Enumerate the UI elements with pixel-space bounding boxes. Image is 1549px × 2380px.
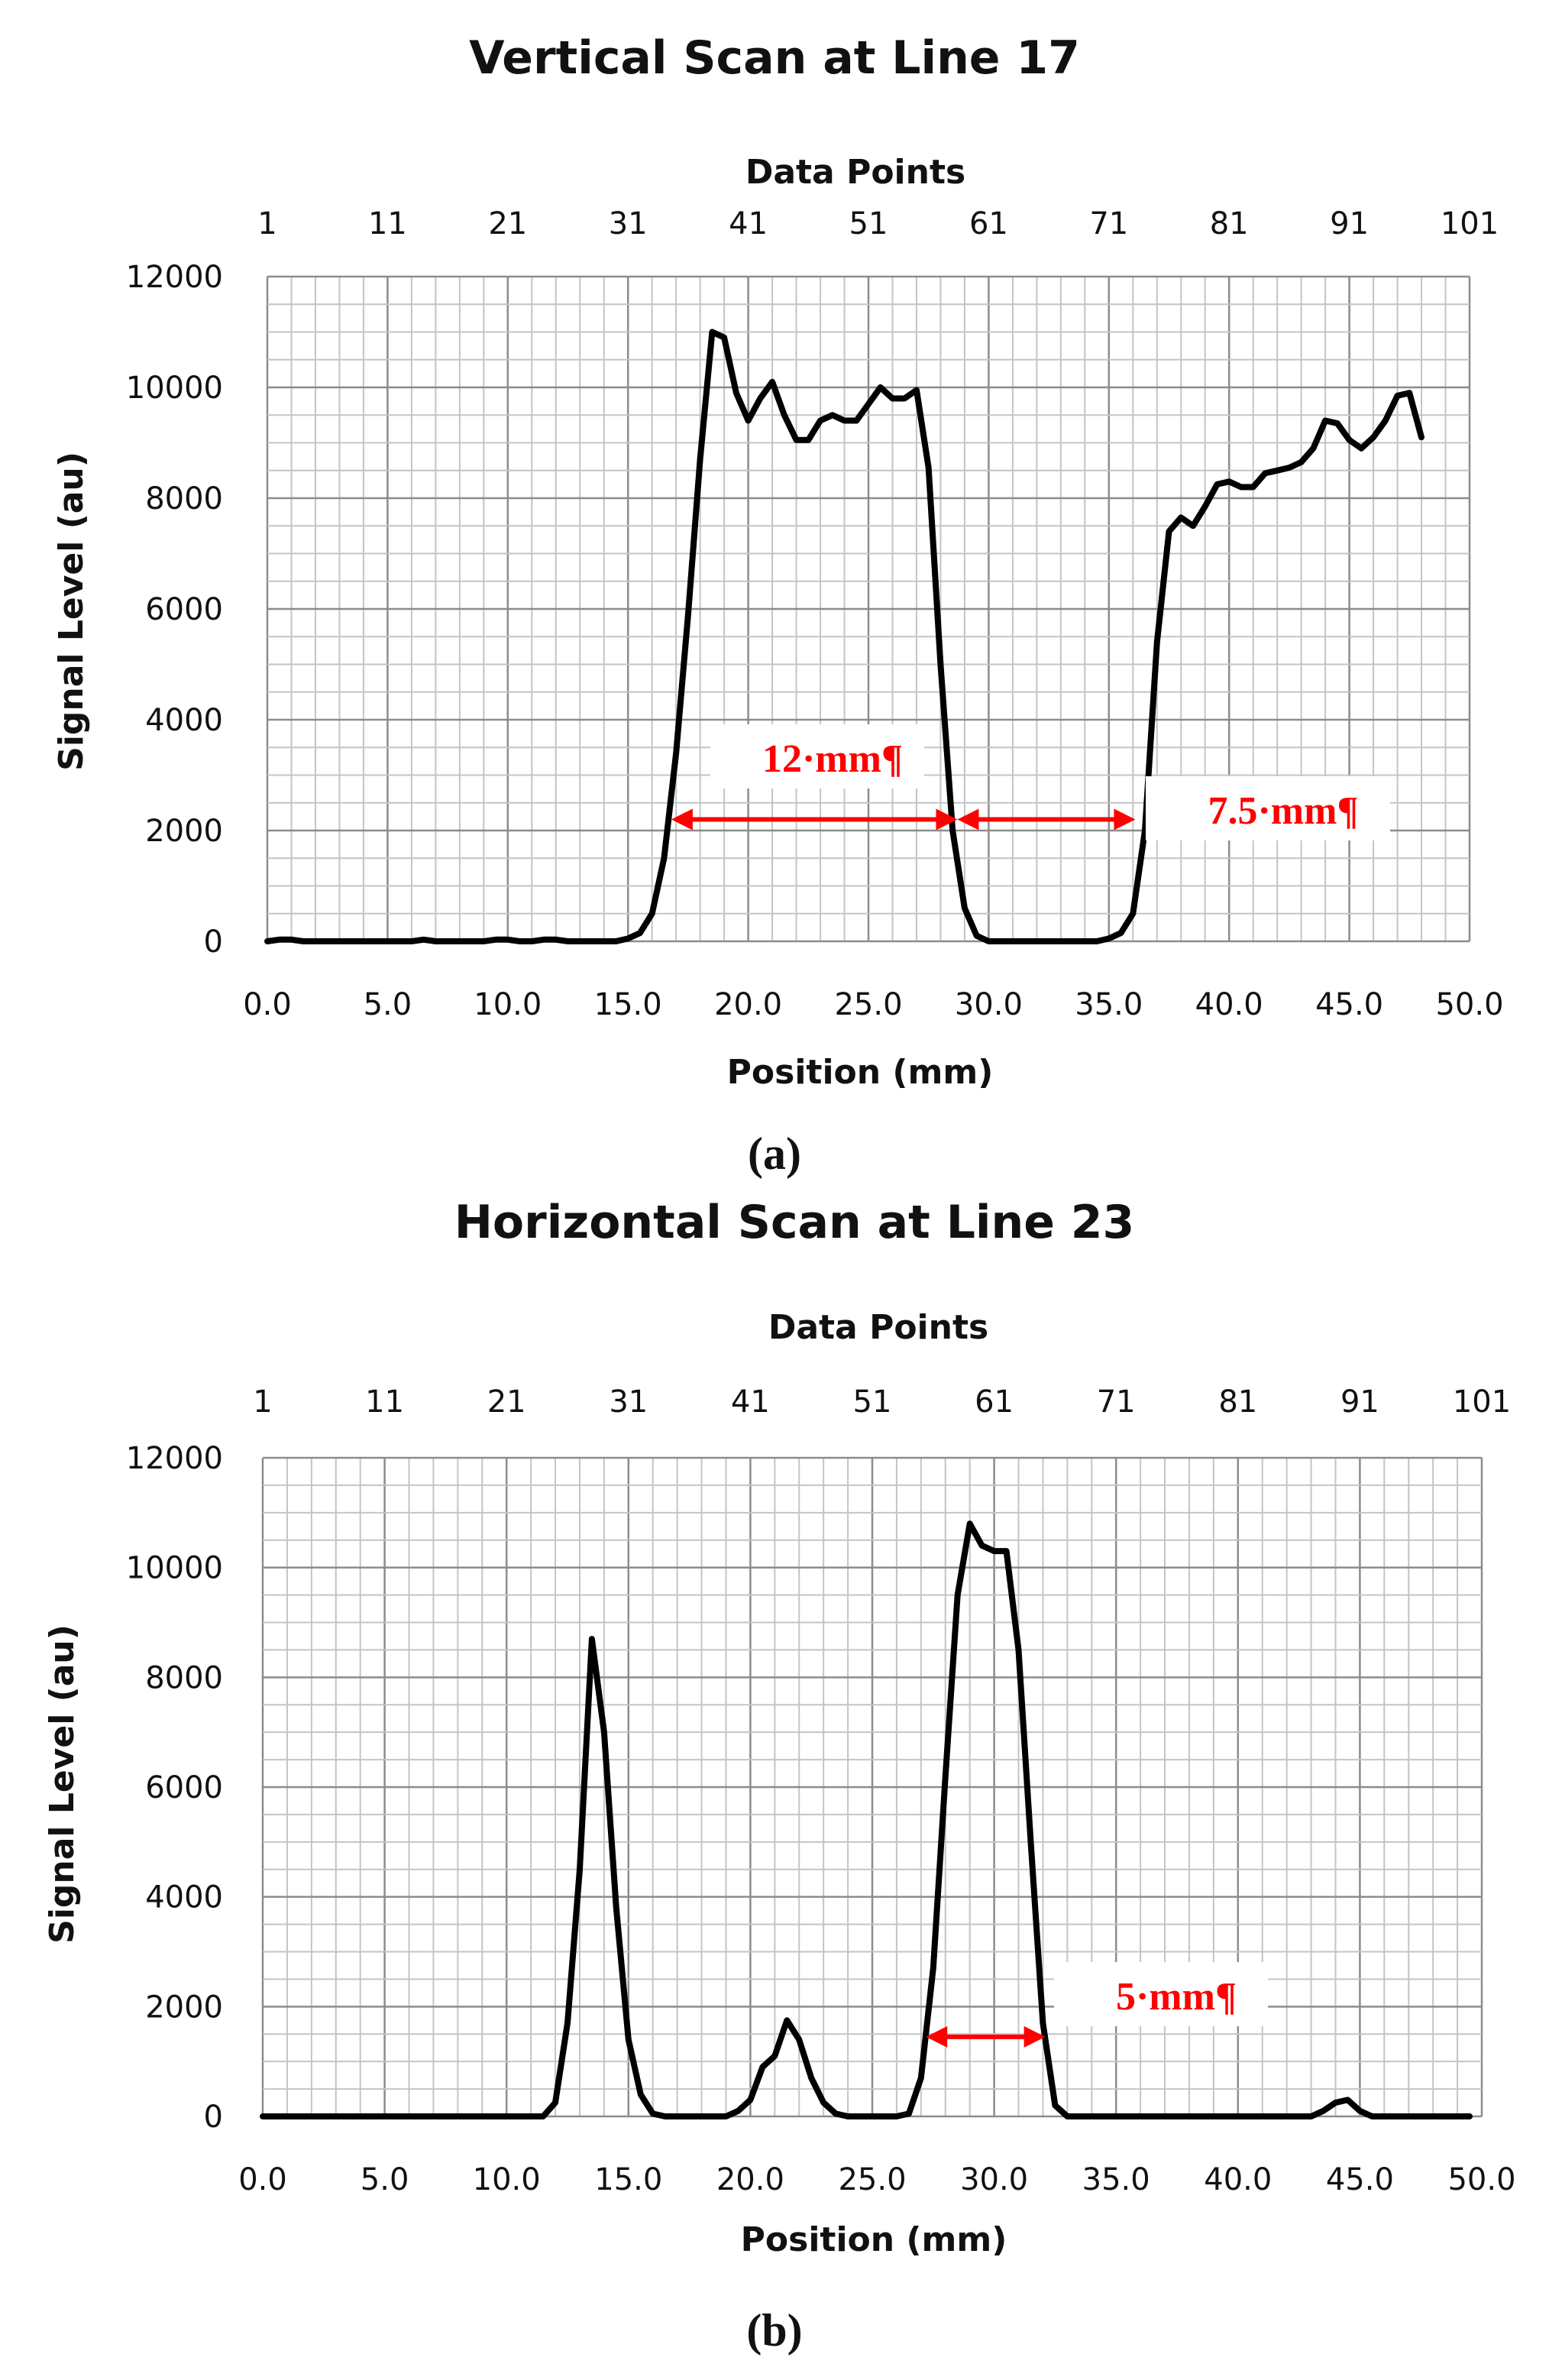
- x2-tick-label: 101: [1441, 206, 1499, 241]
- chart-a-series-line: [264, 329, 1424, 944]
- annotation-arrowhead-right: [1114, 808, 1136, 831]
- chart-b: Horizontal Scan at Line 23 Data Points 1…: [43, 1196, 1516, 2356]
- y-tick-label: 2000: [145, 1990, 223, 2025]
- x2-tick-label: 71: [1097, 1384, 1136, 1420]
- x2-tick-label: 11: [368, 206, 407, 241]
- annotation-label-bg: [1146, 776, 1390, 840]
- chart-b-x2-axis-title: Data Points: [768, 1308, 988, 1347]
- chart-a-x2-ticks: 1 11 21 31 41 51 61 71 81 91 101: [257, 206, 1499, 241]
- chart-a-title: Vertical Scan at Line 17: [469, 31, 1080, 85]
- x-tick-label: 10.0: [474, 987, 542, 1022]
- annotation-arrowhead-left: [671, 808, 693, 831]
- x2-tick-label: 61: [969, 206, 1008, 241]
- x-tick-label: 45.0: [1326, 2162, 1394, 2197]
- x2-tick-label: 11: [365, 1384, 404, 1420]
- x-tick-label: 20.0: [716, 2162, 784, 2197]
- y-tick-label: 4000: [145, 703, 223, 738]
- x2-tick-label: 91: [1340, 1384, 1379, 1420]
- x2-tick-label: 91: [1330, 206, 1369, 241]
- x-tick-label: 20.0: [714, 987, 782, 1022]
- annotation-label-bg: [1054, 1962, 1268, 2026]
- y-tick-label: 4000: [145, 1880, 223, 1915]
- chart-a-y-axis-title: Signal Level (au): [52, 452, 91, 771]
- x2-tick-label: 101: [1453, 1384, 1511, 1420]
- x-tick-label: 40.0: [1204, 2162, 1272, 2197]
- y-tick-label: 6000: [145, 592, 223, 627]
- chart-a-x-ticks: 0.0 5.0 10.0 15.0 20.0 25.0 30.0 35.0 40.0 45.0 50…: [243, 987, 1503, 1022]
- x-tick-label: 35.0: [1075, 987, 1143, 1022]
- x-tick-label: 45.0: [1315, 987, 1383, 1022]
- annotation-label-bg: [710, 724, 924, 788]
- chart-a-y-ticks: 0 2000 4000 6000 8000 10000 12000: [126, 260, 223, 960]
- y-tick-label: 8000: [145, 1660, 223, 1695]
- x2-tick-label: 31: [609, 206, 648, 241]
- y-tick-label: 0: [204, 924, 223, 960]
- chart-a-annotations: 12·mm¶ 7.5·mm¶: [671, 724, 1390, 840]
- chart-b-panel-label: (b): [746, 2305, 802, 2356]
- x2-tick-label: 51: [849, 206, 888, 241]
- y-tick-label: 10000: [126, 1551, 223, 1586]
- chart-a: Vertical Scan at Line 17 Data Points 1 11…: [52, 31, 1504, 1179]
- x2-tick-label: 71: [1089, 206, 1128, 241]
- annotation-arrowhead-right: [936, 808, 958, 831]
- annotation-arrowhead-left: [957, 808, 979, 831]
- x-tick-label: 50.0: [1447, 2162, 1515, 2197]
- x2-tick-label: 31: [609, 1384, 648, 1420]
- x-tick-label: 30.0: [960, 2162, 1028, 2197]
- x-tick-label: 50.0: [1435, 987, 1503, 1022]
- y-tick-label: 10000: [126, 371, 223, 406]
- x-tick-label: 5.0: [364, 987, 412, 1022]
- x2-tick-label: 41: [729, 206, 768, 241]
- y-tick-label: 6000: [145, 1770, 223, 1805]
- chart-b-x-ticks: 0.0 5.0 10.0 15.0 20.0 25.0 30.0 35.0 40.0 45.0 50…: [238, 2162, 1515, 2197]
- x-tick-label: 0.0: [243, 987, 292, 1022]
- x2-tick-label: 51: [853, 1384, 892, 1420]
- x-tick-label: 30.0: [955, 987, 1023, 1022]
- chart-a-x2-axis-title: Data Points: [745, 153, 965, 192]
- chart-b-x-axis-title: Position (mm): [741, 2220, 1007, 2259]
- x-tick-label: 40.0: [1195, 987, 1263, 1022]
- x-tick-label: 15.0: [594, 2162, 662, 2197]
- x-tick-label: 5.0: [361, 2162, 409, 2197]
- y-tick-label: 12000: [126, 260, 223, 295]
- annotation-label: 12·mm¶: [762, 737, 903, 781]
- x2-tick-label: 81: [1210, 206, 1249, 241]
- x-tick-label: 35.0: [1082, 2162, 1150, 2197]
- x-tick-label: 25.0: [834, 987, 902, 1022]
- chart-b-grid: [261, 1456, 1483, 2118]
- y-tick-label: 12000: [126, 1441, 223, 1476]
- x2-tick-label: 61: [975, 1384, 1014, 1420]
- x-tick-label: 0.0: [238, 2162, 287, 2197]
- x-tick-label: 10.0: [473, 2162, 541, 2197]
- y-tick-label: 8000: [145, 481, 223, 516]
- x2-tick-label: 41: [731, 1384, 770, 1420]
- chart-b-title: Horizontal Scan at Line 23: [454, 1196, 1135, 1249]
- x2-tick-label: 21: [487, 1384, 526, 1420]
- chart-a-grid: [266, 275, 1471, 943]
- annotation-label: 5·mm¶: [1116, 1975, 1237, 2019]
- chart-b-x2-ticks: 1 11 21 31 41 51 61 71 81 91 101: [253, 1384, 1511, 1420]
- y-tick-label: 2000: [145, 814, 223, 849]
- annotation-arrowhead-right: [1024, 2025, 1046, 2048]
- x2-tick-label: 81: [1218, 1384, 1257, 1420]
- x2-tick-label: 21: [488, 206, 527, 241]
- chart-a-panel-label: (a): [748, 1128, 801, 1179]
- x-tick-label: 25.0: [838, 2162, 906, 2197]
- y-tick-label: 0: [204, 2100, 223, 2135]
- annotation-arrowhead-left: [926, 2025, 948, 2048]
- chart-b-y-axis-title: Signal Level (au): [43, 1624, 82, 1944]
- x2-tick-label: 1: [257, 206, 276, 241]
- chart-b-annotations: 5·mm¶: [926, 1962, 1268, 2048]
- annotation-label: 7.5·mm¶: [1208, 789, 1358, 833]
- x-tick-label: 15.0: [594, 987, 662, 1022]
- chart-b-series-line: [260, 1520, 1473, 2119]
- chart-a-x-axis-title: Position (mm): [727, 1053, 994, 1092]
- x2-tick-label: 1: [253, 1384, 272, 1420]
- chart-b-y-ticks: 0 2000 4000 6000 8000 10000 12000: [126, 1441, 223, 2135]
